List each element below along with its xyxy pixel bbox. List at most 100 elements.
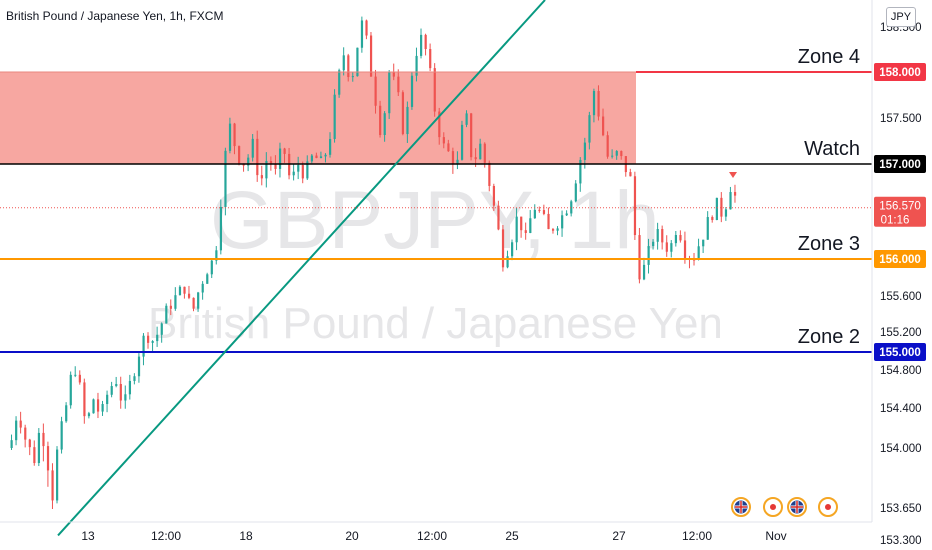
candle-body[interactable] <box>274 163 277 169</box>
candle-body[interactable] <box>433 68 436 112</box>
candle-body[interactable] <box>633 176 637 236</box>
candle-body[interactable] <box>429 49 432 69</box>
candle-body[interactable] <box>65 405 68 422</box>
zone3-price-tag[interactable] <box>874 250 926 268</box>
candle-body[interactable] <box>24 427 27 440</box>
news-dot-icon[interactable] <box>818 497 838 517</box>
candle-body[interactable] <box>670 243 673 252</box>
candle-body[interactable] <box>265 161 268 179</box>
uk-flag-icon[interactable] <box>731 497 751 517</box>
watch-price-tag[interactable] <box>874 155 926 173</box>
candle-body[interactable] <box>69 374 72 406</box>
candle-body[interactable] <box>156 334 159 342</box>
candle-body[interactable] <box>169 305 172 309</box>
candle-body[interactable] <box>470 113 473 158</box>
candle-body[interactable] <box>46 446 50 471</box>
candle-body[interactable] <box>374 76 377 106</box>
candle-body[interactable] <box>706 217 709 240</box>
candle-body[interactable] <box>415 55 418 76</box>
candle-body[interactable] <box>238 146 241 164</box>
candle-body[interactable] <box>178 286 182 296</box>
candle-body[interactable] <box>597 90 600 117</box>
candle-body[interactable] <box>551 229 555 231</box>
candle-body[interactable] <box>115 384 118 387</box>
candle-body[interactable] <box>715 197 718 221</box>
candle-body[interactable] <box>392 72 395 77</box>
candle-body[interactable] <box>338 70 341 95</box>
candle-body[interactable] <box>256 138 259 176</box>
candle-body[interactable] <box>702 239 705 247</box>
candle-body[interactable] <box>365 20 368 36</box>
candle-body[interactable] <box>592 90 596 116</box>
candle-body[interactable] <box>165 305 168 324</box>
candle-body[interactable] <box>74 374 77 376</box>
candle-body[interactable] <box>160 323 163 335</box>
candle-body[interactable] <box>251 138 254 158</box>
candle-body[interactable] <box>78 374 81 383</box>
candle-body[interactable] <box>711 217 714 221</box>
candle-body[interactable] <box>615 151 618 156</box>
candle-body[interactable] <box>674 235 678 244</box>
candle-body[interactable] <box>638 235 641 280</box>
candle-body[interactable] <box>556 228 559 231</box>
candle-body[interactable] <box>133 376 136 381</box>
candle-body[interactable] <box>574 183 577 202</box>
candle-body[interactable] <box>720 197 723 217</box>
candle-body[interactable] <box>533 209 536 219</box>
candle-body[interactable] <box>347 55 350 78</box>
candle-body[interactable] <box>233 123 236 147</box>
candle-body[interactable] <box>724 209 728 217</box>
candle-body[interactable] <box>197 292 200 309</box>
candle-body[interactable] <box>479 143 482 160</box>
candle-body[interactable] <box>192 297 195 309</box>
candle-body[interactable] <box>96 399 100 412</box>
candle-body[interactable] <box>187 293 191 298</box>
candle-body[interactable] <box>465 113 468 125</box>
candle-body[interactable] <box>629 172 632 177</box>
candle-body[interactable] <box>210 260 213 275</box>
candle-body[interactable] <box>656 229 659 242</box>
candle-body[interactable] <box>83 382 86 417</box>
candle-body[interactable] <box>92 399 95 414</box>
candle-body[interactable] <box>201 283 204 293</box>
candle-body[interactable] <box>292 171 295 176</box>
candle-body[interactable] <box>652 241 655 247</box>
candle-body[interactable] <box>542 210 546 214</box>
candle-body[interactable] <box>224 150 227 207</box>
resistance-zone[interactable] <box>0 72 636 164</box>
candle-body[interactable] <box>174 295 177 309</box>
candle-body[interactable] <box>319 156 323 159</box>
candle-body[interactable] <box>460 124 464 160</box>
price-axis[interactable] <box>872 0 932 550</box>
candle-body[interactable] <box>697 246 700 260</box>
candle-body[interactable] <box>424 34 427 50</box>
candle-body[interactable] <box>529 218 532 233</box>
candle-body[interactable] <box>310 155 314 162</box>
candle-body[interactable] <box>278 148 282 169</box>
candle-body[interactable] <box>501 229 505 268</box>
candle-body[interactable] <box>60 421 63 450</box>
candle-body[interactable] <box>483 143 486 163</box>
candle-body[interactable] <box>51 470 54 501</box>
news-dot-icon[interactable] <box>763 497 783 517</box>
candle-body[interactable] <box>547 213 550 230</box>
candle-body[interactable] <box>410 75 414 107</box>
candle-body[interactable] <box>301 165 304 179</box>
candle-body[interactable] <box>324 154 327 157</box>
candle-body[interactable] <box>447 143 450 152</box>
candle-body[interactable] <box>329 138 332 155</box>
candle-body[interactable] <box>606 135 609 157</box>
candle-body[interactable] <box>456 159 459 165</box>
candle-body[interactable] <box>497 205 500 230</box>
candle-body[interactable] <box>87 413 91 417</box>
candle-body[interactable] <box>151 341 154 343</box>
candle-body[interactable] <box>733 192 737 196</box>
trend-line[interactable] <box>57 0 546 537</box>
candle-body[interactable] <box>333 94 336 139</box>
candle-body[interactable] <box>379 105 382 136</box>
candle-body[interactable] <box>342 55 345 71</box>
candle-body[interactable] <box>515 216 518 243</box>
candle-body[interactable] <box>506 256 509 268</box>
